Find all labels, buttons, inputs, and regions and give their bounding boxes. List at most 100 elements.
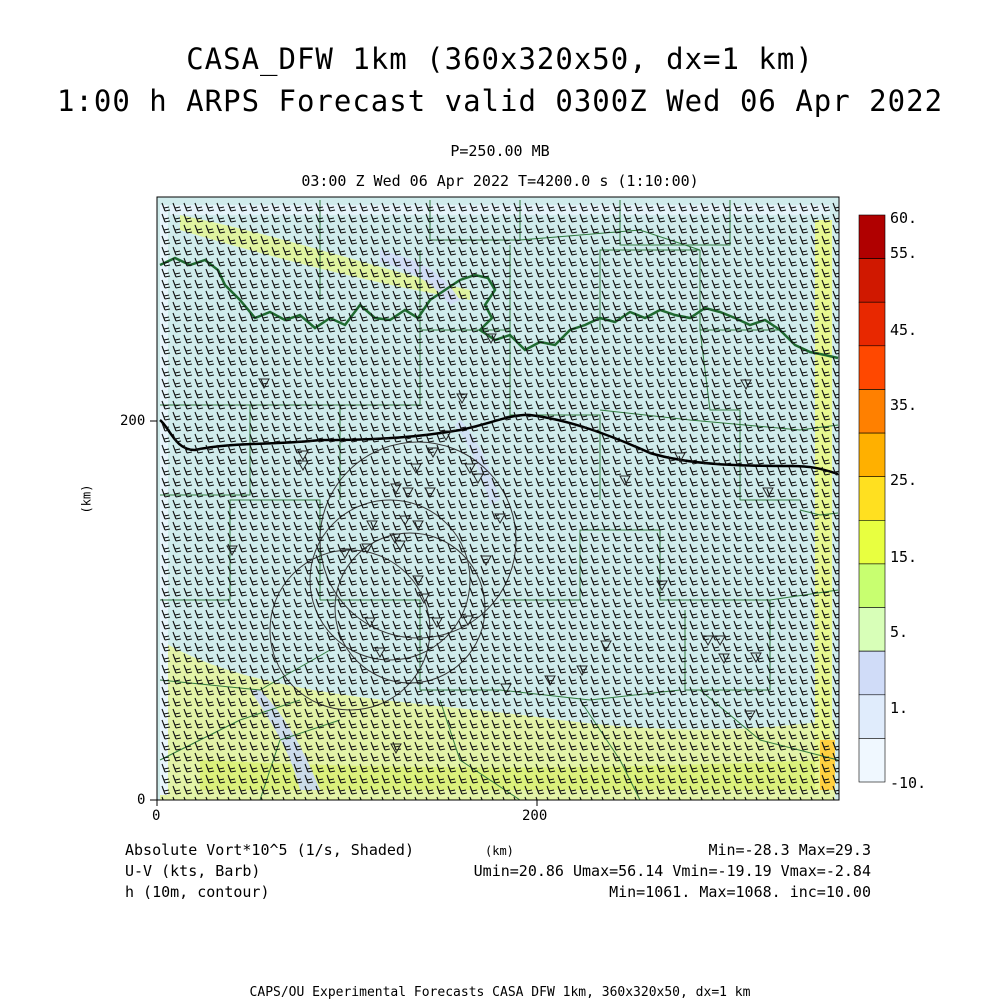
wind-barb bbox=[447, 312, 457, 322]
wind-barb bbox=[788, 587, 798, 597]
wind-barb bbox=[755, 554, 765, 564]
wind-barb bbox=[623, 752, 633, 762]
wind-barb bbox=[271, 532, 281, 542]
wind-barb bbox=[370, 433, 380, 443]
wind-barb bbox=[810, 697, 820, 707]
wind-barb bbox=[667, 675, 677, 685]
wind-barb bbox=[227, 389, 237, 399]
wind-barb bbox=[205, 719, 215, 729]
wind-barb bbox=[612, 466, 622, 476]
wind-barb bbox=[205, 664, 215, 674]
wind-barb bbox=[733, 719, 743, 729]
wind-barb bbox=[579, 642, 589, 652]
wind-barb bbox=[700, 268, 710, 278]
wind-barb bbox=[161, 400, 171, 410]
wind-barb bbox=[667, 323, 677, 333]
wind-barb bbox=[722, 301, 732, 311]
wind-barb bbox=[205, 741, 215, 751]
wind-barb bbox=[172, 642, 182, 652]
wind-barb bbox=[227, 642, 237, 652]
wind-barb bbox=[183, 532, 193, 542]
wind-barb bbox=[601, 565, 611, 575]
wind-barb bbox=[326, 202, 336, 212]
wind-barb bbox=[205, 532, 215, 542]
wind-barb bbox=[260, 708, 270, 718]
wind-barb bbox=[403, 499, 413, 509]
wind-barb bbox=[359, 521, 369, 531]
wind-barb bbox=[293, 532, 303, 542]
wind-barb bbox=[766, 290, 776, 300]
station-marker bbox=[339, 548, 351, 560]
wind-barb bbox=[656, 488, 666, 498]
wind-barb bbox=[161, 301, 171, 311]
wind-barb bbox=[238, 444, 248, 454]
wind-barb bbox=[656, 620, 666, 630]
wind-barb bbox=[623, 741, 633, 751]
wind-barb bbox=[238, 719, 248, 729]
wind-barb bbox=[271, 389, 281, 399]
wind-barb bbox=[700, 719, 710, 729]
wind-barb bbox=[601, 741, 611, 751]
wind-barb bbox=[172, 730, 182, 740]
wind-barb bbox=[249, 510, 259, 520]
wind-barb bbox=[502, 224, 512, 234]
wind-barb bbox=[656, 510, 666, 520]
wind-barb bbox=[777, 499, 787, 509]
wind-barb bbox=[667, 741, 677, 751]
wind-barb bbox=[271, 312, 281, 322]
wind-barb bbox=[447, 235, 457, 245]
wind-barb bbox=[744, 213, 754, 223]
wind-barb bbox=[425, 378, 435, 388]
wind-barb bbox=[403, 301, 413, 311]
wind-barb bbox=[183, 378, 193, 388]
wind-barb bbox=[601, 796, 604, 800]
wind-barb bbox=[667, 796, 670, 800]
wind-barb bbox=[755, 268, 765, 278]
wind-barb bbox=[524, 763, 534, 773]
wind-barb bbox=[469, 400, 479, 410]
wind-barb bbox=[667, 521, 677, 531]
wind-barb bbox=[568, 587, 578, 597]
wind-barb bbox=[777, 543, 787, 553]
wind-barb bbox=[293, 433, 303, 443]
wind-barb bbox=[744, 301, 754, 311]
wind-barb bbox=[183, 730, 193, 740]
wind-barb bbox=[722, 345, 732, 355]
wind-barb bbox=[326, 576, 336, 586]
wind-barb bbox=[337, 785, 347, 795]
wind-barb bbox=[304, 411, 314, 421]
wind-barb bbox=[557, 312, 567, 322]
wind-barb bbox=[260, 235, 270, 245]
wind-barb bbox=[579, 697, 589, 707]
wind-barb bbox=[370, 257, 380, 267]
wind-barb bbox=[766, 576, 776, 586]
wind-barb bbox=[469, 356, 479, 366]
wind-barb bbox=[590, 587, 600, 597]
wind-barb bbox=[744, 686, 754, 696]
wind-barb bbox=[447, 345, 457, 355]
wind-barb bbox=[722, 774, 732, 784]
wind-barb bbox=[337, 235, 347, 245]
wind-barb bbox=[535, 521, 545, 531]
wind-barb bbox=[271, 290, 281, 300]
wind-barb bbox=[733, 312, 743, 322]
wind-barb bbox=[381, 235, 391, 245]
wind-barb bbox=[315, 345, 325, 355]
wind-barb bbox=[194, 213, 204, 223]
wind-barb bbox=[359, 290, 369, 300]
wind-barb bbox=[249, 444, 259, 454]
wind-barb bbox=[491, 631, 501, 641]
wind-barb bbox=[381, 543, 391, 553]
wind-barb bbox=[359, 697, 369, 707]
wind-barb bbox=[733, 686, 743, 696]
wind-barb bbox=[623, 620, 633, 630]
wind-barb bbox=[810, 521, 820, 531]
wind-barb bbox=[568, 334, 578, 344]
wind-barb bbox=[458, 323, 468, 333]
wind-barb bbox=[293, 598, 303, 608]
wind-barb bbox=[656, 433, 666, 443]
wind-barb bbox=[172, 345, 182, 355]
wind-barb bbox=[315, 455, 325, 465]
wind-barb bbox=[502, 356, 512, 366]
wind-barb bbox=[414, 543, 424, 553]
